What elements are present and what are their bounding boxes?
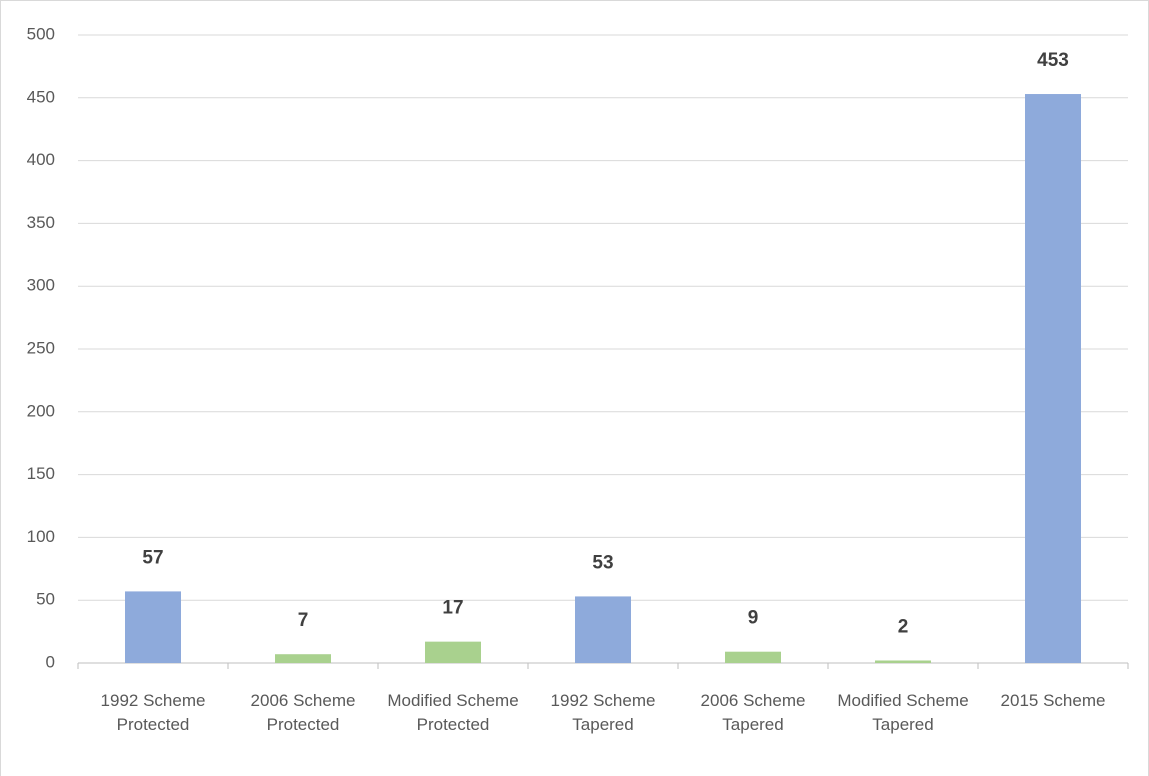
bar xyxy=(275,654,331,663)
bar xyxy=(1025,94,1081,664)
bar xyxy=(125,591,181,663)
x-tick-label: 2006 Scheme Protected xyxy=(250,691,356,734)
x-tick-label: 2006 Scheme Tapered xyxy=(700,691,806,734)
bar xyxy=(875,660,931,663)
y-tick-label: 500 xyxy=(27,24,55,43)
data-label: 2 xyxy=(898,617,909,638)
y-tick-label: 150 xyxy=(27,464,55,483)
data-label: 7 xyxy=(298,610,309,631)
x-tick-label: Modified Scheme Tapered xyxy=(837,691,969,734)
x-tick-label: Modified Scheme Protected xyxy=(387,691,519,734)
y-tick-label: 250 xyxy=(27,338,55,357)
y-tick-label: 450 xyxy=(27,87,55,106)
data-label: 17 xyxy=(442,598,463,619)
y-tick-label: 100 xyxy=(27,527,55,546)
y-tick-label: 350 xyxy=(27,213,55,232)
y-tick-label: 300 xyxy=(27,276,55,295)
data-label: 9 xyxy=(748,608,759,629)
data-label: 53 xyxy=(592,552,613,573)
y-tick-label: 400 xyxy=(27,150,55,169)
bar xyxy=(725,651,781,663)
y-tick-label: 0 xyxy=(46,652,55,671)
x-tick-label: 2015 Scheme xyxy=(1000,691,1106,710)
x-tick-label: 1992 Scheme Protected xyxy=(100,691,206,734)
bar xyxy=(425,641,481,663)
data-label: 57 xyxy=(142,547,163,568)
y-tick-label: 200 xyxy=(27,401,55,420)
bar xyxy=(575,596,631,663)
x-tick-label: 1992 Scheme Tapered xyxy=(550,691,656,734)
y-tick-label: 50 xyxy=(36,590,55,609)
data-label: 453 xyxy=(1037,50,1069,71)
